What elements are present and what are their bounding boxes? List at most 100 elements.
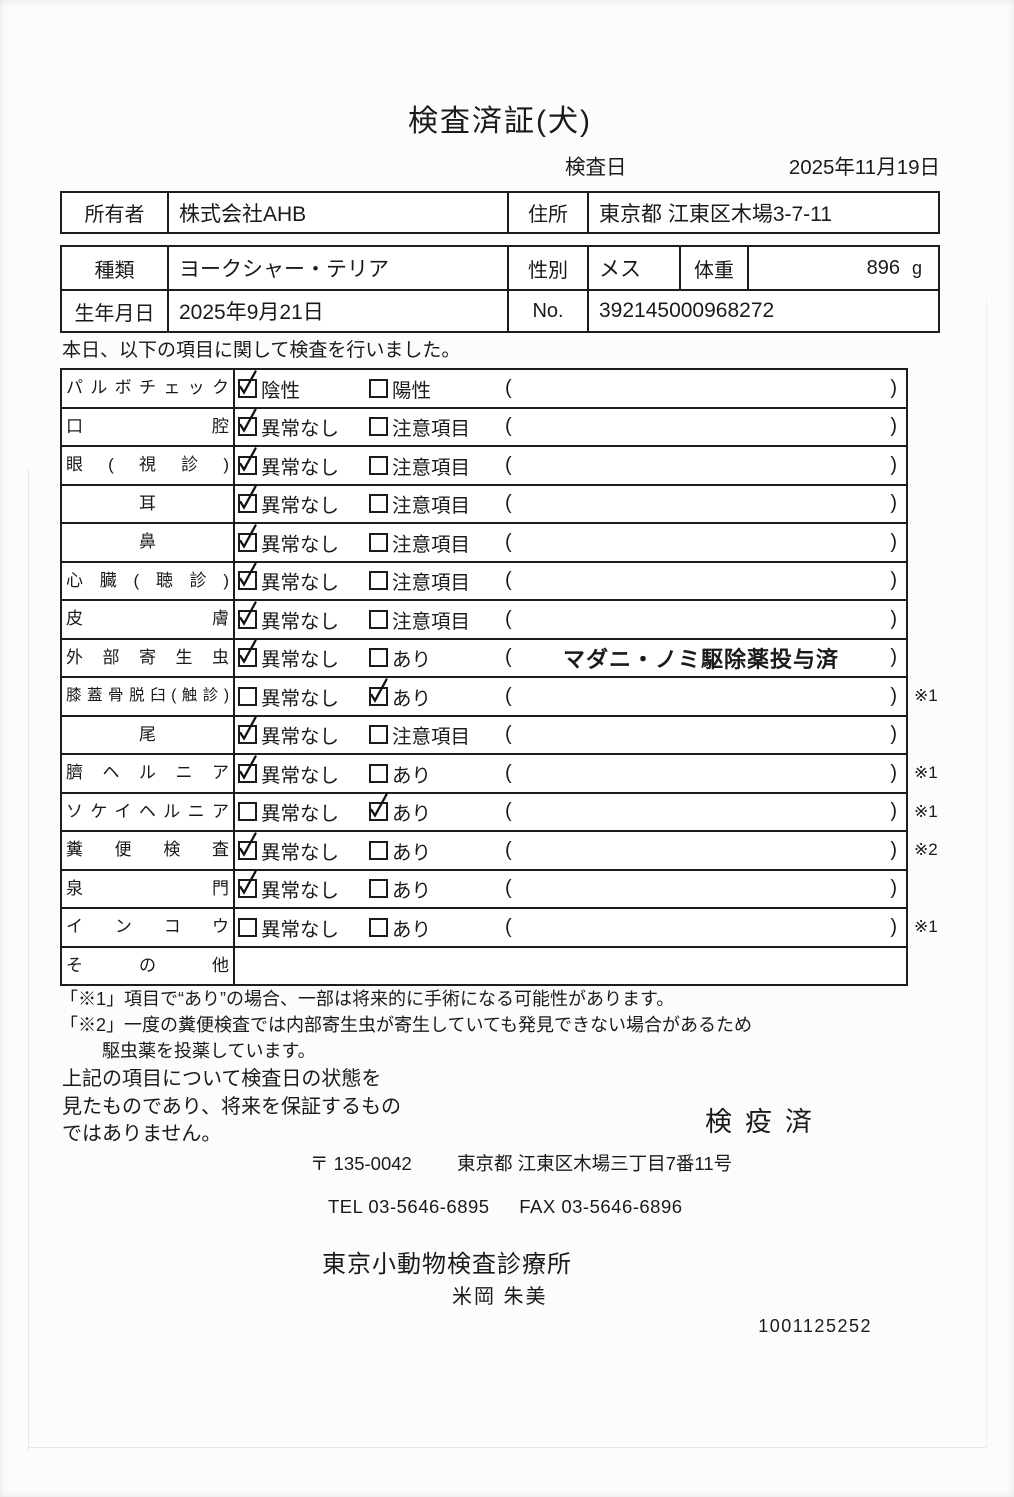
paren-close: ) [890,915,897,938]
check-mark-icon [239,870,257,896]
checkbox-option1 [238,917,257,937]
checkbox-option1 [238,639,257,668]
disclaimer-line2: 見たものであり、将来を保証するもの [62,1095,401,1118]
option2-label: あり [392,649,432,672]
option-2: 注意項目 [369,605,505,634]
option-1: 異常なし [238,870,369,903]
option-2: 注意項目 [369,451,505,480]
inspection-intro: 本日、以下の項目に関して検査を行いました。 [62,340,461,361]
inspection-row: ソケイヘルニア 異常なし あり ( ) ※1 [62,791,938,830]
option-1: 異常なし [238,797,369,826]
option-1: 異常なし [238,832,369,865]
checkbox-option1 [238,870,257,899]
check-mark-icon [370,678,388,703]
inspection-row: 臍ヘルニア 異常なし あり ( ) ※1 [62,753,938,792]
clinic-fax: FAX 03-5646-6896 [519,1196,683,1217]
clinic-postal-line: 〒 135-0042 東京都 江東区木場三丁目7番11号 [310,1150,732,1176]
check-mark-icon [370,793,388,819]
inspection-table: パルボチェック 陰性 陽性 ( ) 口腔 異常なし [60,368,938,986]
inspection-row: その他 [62,945,906,984]
inspection-row: 尾 異常なし 注意項目 ( ) [62,714,906,753]
inspection-item-label: 泉門 [62,870,235,907]
paren-close: ) [890,646,897,669]
checkbox-option2 [369,417,388,437]
paren-open: ( [505,684,512,707]
option-2: あり [369,836,505,865]
option-1: 異常なし [238,682,369,711]
birth-label: 生年月日 [62,289,167,331]
inspection-row-main: 異常なし あり ( ) [235,755,906,792]
clinic-name: 東京小動物検査診療所 [322,1251,572,1278]
option-2: あり [369,678,505,711]
checkbox-option1 [238,601,257,629]
checkbox-option1 [238,408,257,437]
option1-label: 異常なし [261,841,340,864]
finding-paren-group: ( ) [505,377,906,400]
quarantine-stamp: 検疫済 [705,1107,825,1137]
checkbox-option2 [369,609,388,629]
inspection-row-main: 陰性 陽性 ( ) [235,370,906,407]
option-1: 異常なし [238,562,369,595]
option2-label: あり [392,918,432,941]
inspection-item-label: 外部寄生虫 [62,639,235,676]
checkbox-option1 [238,447,257,475]
paren-open: ( [505,569,512,592]
finding-paren-group: ( ) [505,839,906,862]
disclaimer-text: 上記の項目について検査日の状態を 見たものであり、将来を保証するもの ではありま… [62,1066,492,1149]
option1-label: 異常なし [261,726,340,749]
finding-paren-group: ( ) [505,800,906,823]
option2-label: 注意項目 [392,495,471,518]
paren-close: ) [890,723,897,746]
inspection-item-label: 糞便検査 [62,832,235,869]
footnote-1: 「※1」項目で“あり”の場合、一部は将来的に手術になる可能性があります。 [60,989,675,1009]
paren-close: ) [890,761,897,784]
option1-label: 異常なし [261,918,340,941]
option2-label: あり [392,764,432,787]
checkbox-option1 [238,755,257,783]
animal-table: 種類 ヨークシャー・テリア 性別 メス 体重 896 g 生年月日 2025年9… [60,245,940,333]
scan-edge-left [28,470,29,1450]
clinic-address: 東京都 江東区木場三丁目7番11号 [456,1153,733,1174]
option1-label: 異常なし [261,880,340,903]
inspection-row-main: 異常なし 注意項目 ( ) [235,562,906,600]
owner-value: 株式会社AHB [167,193,507,232]
inspection-row: 鼻 異常なし 注意項目 ( ) [62,522,906,561]
paren-open: ( [505,376,512,399]
footnote-2-line1: 「※2」一度の糞便検査では内部寄生虫が寄生していても発見できない場合があるため [60,1015,753,1035]
check-mark-icon [239,601,257,626]
certificate-no-value: 392145000968272 [587,289,938,331]
check-mark-icon [239,562,257,588]
paren-open: ( [505,723,512,746]
inspection-row: 泉門 異常なし あり ( ) [62,868,906,907]
disclaimer-line1: 上記の項目について検査日の状態を [62,1068,382,1090]
option1-label: 異常なし [261,572,340,595]
paren-open: ( [505,492,512,515]
inspection-row-main: 異常なし 注意項目 ( ) [235,601,906,638]
option1-label: 異常なし [261,418,340,441]
finding-paren-group: ( ) [505,569,906,592]
check-mark-icon [239,639,257,665]
inspection-row: インコウ 異常なし あり ( ) ※1 [62,907,938,946]
option-1: 異常なし [238,524,369,557]
certificate-title: 検査済証(犬) [408,105,592,138]
check-mark-icon [239,447,257,472]
option-1: 陰性 [238,370,369,403]
check-mark-icon [239,716,257,742]
inspection-row-main: 異常なし 注意項目 ( ) [235,524,906,561]
option-2: 注意項目 [369,528,505,557]
checkbox-option2 [369,494,388,514]
inspection-item-label: 膝蓋骨脱臼(触診) [62,678,235,715]
paren-close: ) [890,492,897,515]
checkbox-option1 [238,686,257,706]
option-2: あり [369,643,505,672]
paren-open: ( [505,915,512,938]
check-mark-icon [239,370,257,395]
paren-close: ) [890,684,897,707]
footnotes: 「※1」項目で“あり”の場合、一部は将来的に手術になる可能性があります。 「※2… [60,986,940,1064]
inspection-item-label: ソケイヘルニア [62,793,235,830]
inspection-row-main: 異常なし あり ( ) [235,832,906,869]
paren-close: ) [890,800,897,823]
checkbox-option2 [369,917,388,937]
option-1: 異常なし [238,755,369,788]
